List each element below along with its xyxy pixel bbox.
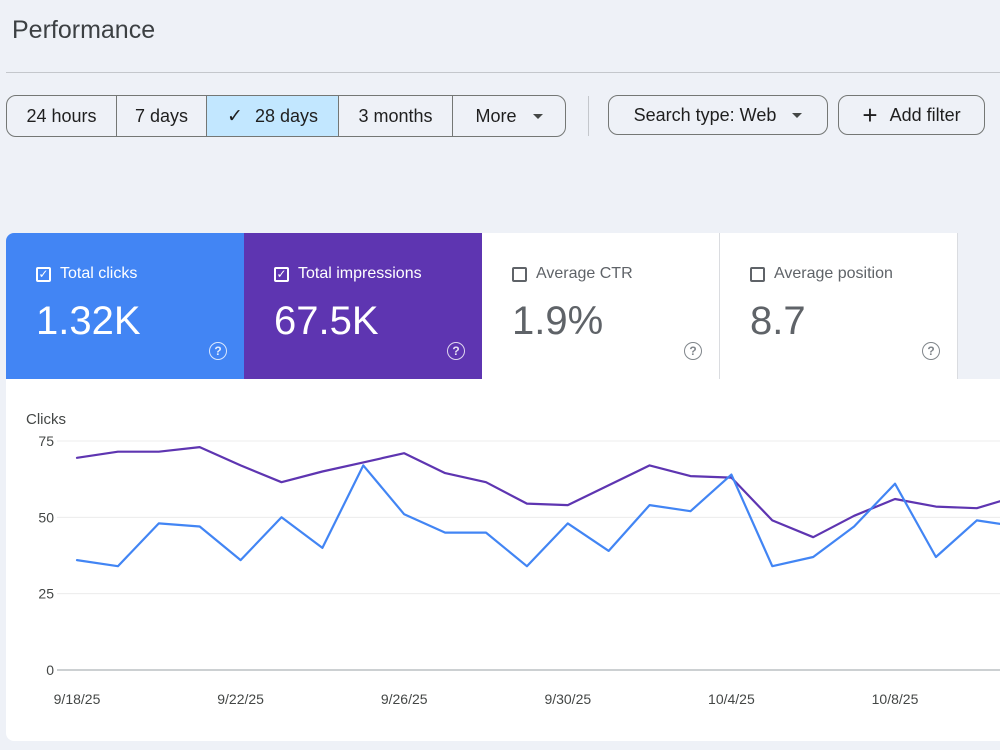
performance-line-chart[interactable]: Clicks 0 25 50 75 9/18/25 9/22/25 9/26/25 9/30/2… xyxy=(6,379,1000,741)
metric-label: Average CTR xyxy=(536,265,633,282)
metric-label: Total impressions xyxy=(298,265,422,282)
range-3-months-button[interactable]: 3 months xyxy=(339,96,453,136)
metric-value: 1.32K xyxy=(36,299,141,343)
performance-chart-panel: Clicks 0 25 50 75 9/18/25 9/22/25 9/26/25 9/30/2… xyxy=(6,379,1000,741)
metric-value: 67.5K xyxy=(274,299,379,343)
chevron-down-icon xyxy=(792,112,803,118)
range-3-months-label: 3 months xyxy=(358,105,433,126)
y-axis-label: Clicks xyxy=(26,411,66,428)
metric-card-header: ✓ Total clicks xyxy=(36,265,137,283)
chevron-down-icon xyxy=(532,113,543,119)
range-28-days-label: 28 days xyxy=(254,105,318,126)
plus-icon: + xyxy=(862,100,878,130)
search-type-dropdown[interactable]: Search type: Web xyxy=(608,95,828,135)
metric-card-average-ctr[interactable]: Average CTR 1.9% ? xyxy=(482,233,720,379)
range-28-days-button[interactable]: ✓ 28 days xyxy=(207,96,339,136)
y-tick-label: 25 xyxy=(38,586,54,602)
checkbox-unchecked-icon[interactable] xyxy=(512,266,527,282)
range-24-hours-button[interactable]: 24 hours xyxy=(7,96,117,136)
metric-card-header: Average CTR xyxy=(512,265,633,283)
metric-label: Average position xyxy=(774,265,893,282)
check-icon: ✓ xyxy=(227,105,243,127)
x-tick-label: 10/8/25 xyxy=(872,691,919,707)
x-tick-label: 10/4/25 xyxy=(708,691,755,707)
help-icon[interactable]: ? xyxy=(922,342,940,360)
header-divider xyxy=(6,72,1000,73)
x-tick-label: 9/30/25 xyxy=(544,691,591,707)
x-tick-label: 9/22/25 xyxy=(217,691,264,707)
metric-card-total-clicks[interactable]: ✓ Total clicks 1.32K ? xyxy=(6,233,244,379)
checkbox-unchecked-icon[interactable] xyxy=(750,266,765,282)
range-24-hours-label: 24 hours xyxy=(26,105,97,126)
range-more-button[interactable]: More xyxy=(453,96,565,136)
x-tick-label: 9/18/25 xyxy=(54,691,101,707)
help-icon[interactable]: ? xyxy=(684,342,702,360)
add-filter-button[interactable]: + Add filter xyxy=(838,95,985,135)
date-range-selector: 24 hours 7 days ✓ 28 days 3 months More xyxy=(6,95,566,137)
y-tick-label: 50 xyxy=(38,509,54,525)
range-7-days-button[interactable]: 7 days xyxy=(117,96,207,136)
series-line-total-clicks xyxy=(75,464,1000,568)
range-7-days-label: 7 days xyxy=(134,105,189,126)
y-tick-label: 75 xyxy=(38,433,54,449)
help-icon[interactable]: ? xyxy=(447,342,465,360)
metric-label: Total clicks xyxy=(60,265,138,282)
checkbox-checked-icon[interactable]: ✓ xyxy=(36,266,51,282)
toolbar-separator xyxy=(588,96,589,136)
metric-card-total-impressions[interactable]: ✓ Total impressions 67.5K ? xyxy=(244,233,482,379)
range-more-label: More xyxy=(475,105,517,126)
metric-card-header: Average position xyxy=(750,265,893,283)
x-tick-label: 9/26/25 xyxy=(381,691,428,707)
metric-card-header: ✓ Total impressions xyxy=(274,265,422,283)
search-type-label: Search type: Web xyxy=(633,104,777,125)
help-icon[interactable]: ? xyxy=(209,342,227,360)
series-line-total-impressions xyxy=(75,445,1000,539)
page-title: Performance xyxy=(12,16,156,44)
add-filter-label: Add filter xyxy=(889,104,961,125)
metric-value: 1.9% xyxy=(512,299,604,343)
y-tick-label: 0 xyxy=(46,662,54,678)
metric-cards: ✓ Total clicks 1.32K ? ✓ Total impressio… xyxy=(6,233,958,379)
metric-value: 8.7 xyxy=(750,299,806,343)
metric-card-average-position[interactable]: Average position 8.7 ? xyxy=(720,233,958,379)
checkbox-checked-icon[interactable]: ✓ xyxy=(274,266,289,282)
